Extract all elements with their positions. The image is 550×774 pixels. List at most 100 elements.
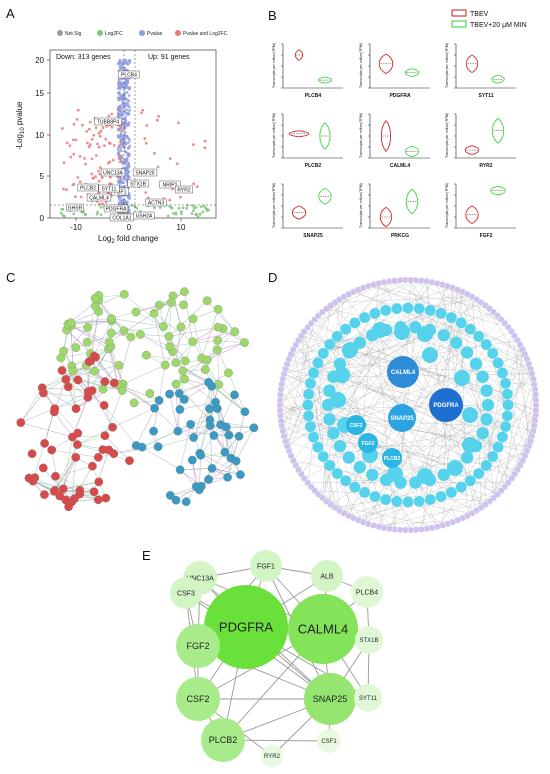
string-network-node (108, 422, 117, 432)
string-network (16, 287, 259, 512)
volcano-y-tick-label: 20 (35, 56, 44, 65)
string-network-node (180, 287, 189, 297)
hub-network-node (496, 367, 509, 379)
volcano-x-tick-label: 0 (127, 223, 132, 232)
gene-node-label: PLCB2 (209, 735, 238, 745)
string-network-node (173, 426, 183, 436)
string-network-node (230, 327, 240, 336)
volcano-y-tick-label: 5 (40, 172, 45, 181)
string-network-node (47, 445, 57, 455)
top-gene-network-nodes: PDGFRA CALML4 SNAP25 FGF2 CSF2 PLCB2 UNC13A FGF… (170, 550, 383, 767)
string-network-node (154, 396, 164, 405)
string-network-node (73, 375, 83, 385)
violin-y-label: Transcripts per million(TPM) (445, 113, 449, 158)
hub-network-node (324, 338, 336, 351)
volcano-legend-marker (139, 30, 145, 36)
hub-network-node (480, 384, 494, 398)
hub-network-node (322, 412, 336, 426)
string-network-node (89, 487, 99, 497)
gene-label: PDGFRA (106, 207, 128, 213)
string-network-node (40, 439, 49, 448)
string-network-node (180, 356, 190, 366)
gene-label-box (127, 179, 149, 188)
hub-network-node (532, 396, 540, 404)
gene-label-box (159, 180, 181, 189)
hub-network-node (339, 323, 352, 335)
string-network-node (136, 330, 145, 339)
string-network-node (149, 308, 159, 318)
string-network-node (160, 360, 170, 370)
gene-label: SNAP25 (135, 171, 154, 177)
gene-node (311, 560, 343, 592)
gene-label-box (86, 193, 112, 202)
volcano-legend-marker (175, 30, 181, 36)
hub-network-node (492, 357, 504, 369)
string-network-node (188, 314, 198, 324)
violin-cell: Transcripts per million(TPM) CALML4 (359, 113, 430, 169)
gene-label: FGF1 (114, 190, 127, 196)
violin-y-label: Transcripts per million(TPM) (359, 183, 363, 228)
string-network-node (187, 455, 197, 465)
gene-label: USH2A (136, 214, 153, 220)
hub-network-node (372, 322, 388, 338)
string-network-node (150, 403, 159, 413)
violin-cell: Transcripts per million(TPM) PLCB2 (272, 113, 343, 169)
hub-network-node (476, 370, 490, 384)
string-network-node (114, 360, 124, 370)
string-network-node (66, 318, 76, 328)
down-genes-text: Down: 313 genes (56, 54, 111, 61)
hub-network-node (480, 412, 494, 426)
string-network-node (50, 404, 60, 414)
string-network-node (59, 346, 68, 356)
string-network-node (188, 337, 198, 347)
hub-network-node (394, 324, 410, 340)
string-network-node (39, 388, 48, 398)
hub-network-node (492, 441, 504, 453)
string-network-node (204, 475, 213, 484)
violin-cell: Transcripts per million(TPM) RYR2 (445, 113, 516, 169)
string-network-node (51, 471, 60, 481)
string-network-node (90, 293, 100, 303)
gene-node-label: UNC13A (186, 575, 214, 582)
volcano-y-ticks: 0 5 10 15 20 (35, 56, 50, 223)
violin-cell: Transcripts per million(TPM) SNAP25 (272, 183, 343, 239)
gene-node-label: CSF2 (186, 694, 209, 704)
volcano-legend-label: Pvalue and Log2FC (183, 31, 228, 37)
volcano-legend: Not Sig Log2FC Pvalue Pvalue and Log2FC (57, 30, 228, 37)
gene-node-label: RYR2 (264, 754, 281, 760)
string-network-node (240, 407, 250, 417)
hub-network-node (472, 330, 485, 343)
violin-legend-label: TBEV+20 μM MIN (470, 22, 527, 29)
string-network-node (234, 431, 244, 441)
gene-label: COL1A1 (112, 216, 131, 222)
string-network-node (131, 307, 141, 317)
hub-network-node (307, 431, 320, 443)
top-gene-network: PDGFRA CALML4 SNAP25 FGF2 CSF2 PLCB2 UNC13A FGF… (170, 550, 383, 767)
hub-center-node (387, 356, 419, 388)
hub-network-node (391, 302, 403, 315)
hub-network-node (349, 481, 361, 493)
string-network-node (207, 464, 217, 473)
panel-label-e: E (142, 548, 151, 563)
string-network-node (230, 390, 239, 400)
string-network-node (211, 397, 220, 407)
violin-y-label: Transcripts per million(TPM) (359, 43, 363, 88)
hub-network-node (331, 467, 344, 480)
panel-label-c: C (6, 270, 16, 285)
gene-label-box (100, 168, 126, 177)
violin-gene-label: SYT11 (478, 93, 493, 99)
hub-network-node (460, 450, 474, 465)
string-network-node (89, 351, 99, 361)
gene-label-box (145, 198, 167, 207)
gene-label: CALML4 (89, 196, 109, 202)
string-network-node (58, 484, 68, 494)
gene-label-box (132, 168, 158, 177)
volcano-y-tick-label: 0 (40, 214, 45, 223)
hub-network-node (312, 357, 324, 369)
gene-label: PLCB4 (121, 73, 137, 79)
gene-node-label: CSF1 (321, 739, 337, 745)
string-network-nodes (16, 287, 259, 512)
hub-network-node (365, 468, 379, 482)
string-network-node (93, 452, 103, 462)
